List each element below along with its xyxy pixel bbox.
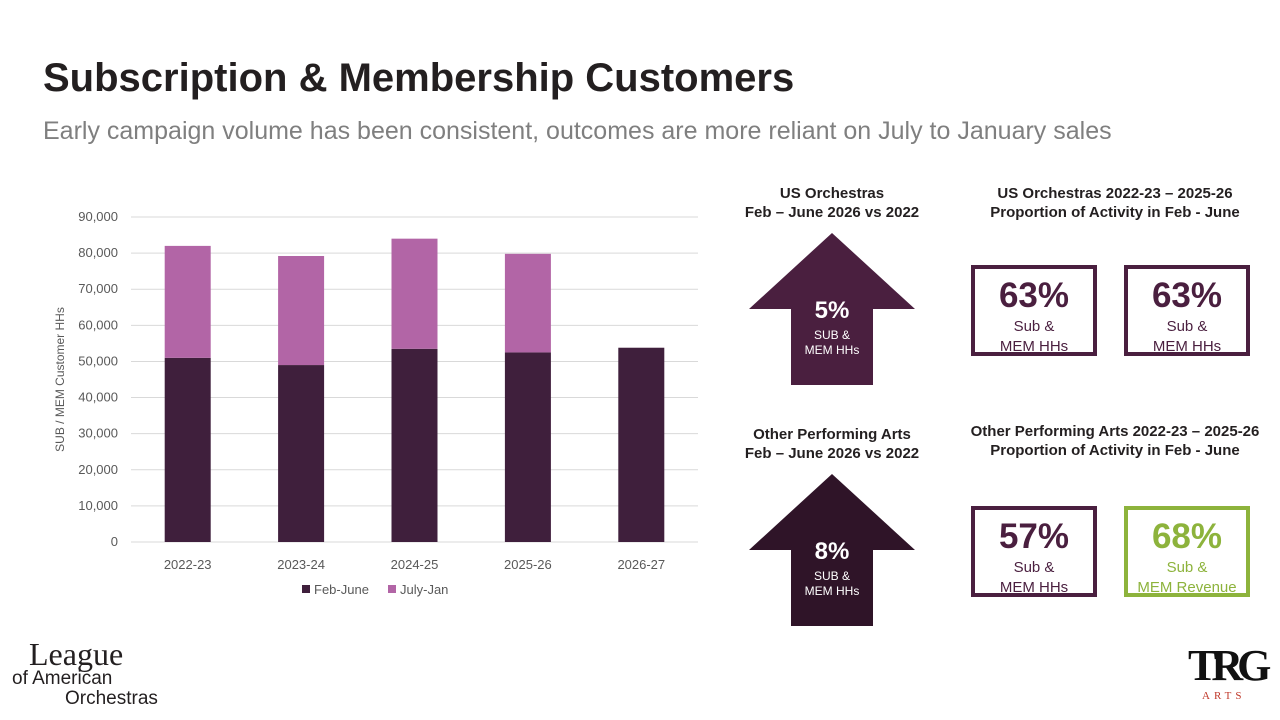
logo-line3: Orchestras	[65, 688, 158, 709]
y-tick-label: 30,000	[78, 426, 118, 441]
us-orchestras-heading-line2: Feb – June 2026 vs 2022	[744, 204, 920, 221]
us-orchestras-change-label: SUB & MEM HHs	[749, 328, 915, 358]
us-orchestras-box-1: 63% Sub & MEM HHs	[971, 265, 1097, 356]
page-title: Subscription & Membership Customers	[43, 56, 795, 100]
box-value: 68%	[1151, 517, 1223, 556]
legend-swatch	[302, 585, 310, 593]
box-label: Sub & MEM HHs	[1128, 317, 1246, 357]
up-arrow-icon	[749, 233, 915, 385]
us-orchestras-heading-line1: US Orchestras	[779, 185, 885, 202]
bar-feb-june	[618, 347, 665, 542]
logo-line1: League	[29, 636, 124, 672]
box-label-line1: Sub &	[1013, 318, 1055, 335]
box-label-line2: MEM HHs	[999, 579, 1069, 596]
trg-logo-mark: TRG	[1188, 641, 1271, 690]
x-tick-label: 2022-23	[164, 557, 212, 572]
trg-logo-sub: ARTS	[1202, 690, 1246, 702]
other-arts-label-line2: MEM HHs	[804, 584, 860, 598]
bar-july-jan	[164, 245, 211, 358]
y-tick-label: 20,000	[78, 462, 118, 477]
legend-label: Feb-June	[314, 582, 369, 597]
bar-feb-june	[391, 348, 438, 542]
other-arts-box-2: 68% Sub & MEM Revenue	[1124, 506, 1250, 597]
us-orchestras-proportion-line1: US Orchestras 2022-23 – 2025-26	[997, 185, 1233, 202]
box-label-line2: MEM Revenue	[1137, 579, 1237, 596]
y-tick-label: 0	[111, 534, 118, 549]
box-value: 57%	[998, 517, 1070, 556]
bar-july-jan	[504, 253, 551, 353]
y-tick-label: 70,000	[78, 281, 118, 296]
box-label: Sub & MEM HHs	[975, 317, 1093, 357]
us-orchestras-change-value: 5%	[814, 297, 850, 324]
box-value: 63%	[1151, 276, 1223, 315]
logo-line2: of American	[12, 668, 113, 689]
page-subtitle: Early campaign volume has been consisten…	[43, 117, 1112, 145]
bar-feb-june	[164, 357, 211, 542]
up-arrow-icon	[749, 474, 915, 626]
box-label-line2: MEM HHs	[999, 338, 1069, 355]
y-tick-label: 40,000	[78, 390, 118, 405]
bar-feb-june	[504, 352, 551, 542]
box-label-line1: Sub &	[1166, 318, 1208, 335]
us-orchestras-proportion-line2: Proportion of Activity in Feb - June	[990, 204, 1240, 221]
other-arts-heading-line2: Feb – June 2026 vs 2022	[744, 445, 920, 462]
x-tick-label: 2025-26	[504, 557, 552, 572]
other-arts-label-line1: SUB &	[813, 569, 850, 583]
legend-label: July-Jan	[400, 582, 448, 597]
box-value: 63%	[998, 276, 1070, 315]
other-arts-heading: Other Performing Arts Feb – June 2026 vs…	[722, 425, 942, 463]
box-label-line2: MEM HHs	[1152, 338, 1222, 355]
us-orchestras-box-2: 63% Sub & MEM HHs	[1124, 265, 1250, 356]
legend-swatch	[388, 585, 396, 593]
y-tick-label: 50,000	[78, 353, 118, 368]
us-orchestras-label-line1: SUB &	[813, 328, 850, 342]
x-tick-label: 2023-24	[277, 557, 325, 572]
y-axis-title: SUB / MEM Customer HHs	[53, 307, 67, 452]
other-arts-change-value: 8%	[814, 538, 850, 565]
us-orchestras-label-line2: MEM HHs	[804, 343, 860, 357]
bar-feb-june	[278, 365, 325, 542]
other-arts-box-1: 57% Sub & MEM HHs	[971, 506, 1097, 597]
other-arts-up-arrow: 8% SUB & MEM HHs	[749, 474, 915, 626]
other-arts-proportion-line2: Proportion of Activity in Feb - June	[990, 442, 1240, 459]
bar-july-jan	[391, 238, 438, 349]
trg-arts-logo: TRG ARTS	[1188, 640, 1271, 710]
box-label-line1: Sub &	[1166, 559, 1208, 576]
us-orchestras-heading: US Orchestras Feb – June 2026 vs 2022	[722, 184, 942, 222]
box-label: Sub & MEM Revenue	[1128, 558, 1246, 598]
box-label: Sub & MEM HHs	[975, 558, 1093, 598]
bar-july-jan	[278, 256, 325, 366]
y-tick-label: 90,000	[78, 209, 118, 224]
other-arts-proportion-heading: Other Performing Arts 2022-23 – 2025-26 …	[955, 422, 1275, 460]
stacked-bar-chart: 0 10,000 20,000 30,000 40,000 50,000 60,000 70,…	[53, 209, 698, 597]
y-tick-label: 10,000	[78, 498, 118, 513]
y-tick-label: 60,000	[78, 317, 118, 332]
us-orchestras-proportion-heading: US Orchestras 2022-23 – 2025-26 Proporti…	[965, 184, 1265, 222]
x-tick-label: 2024-25	[391, 557, 439, 572]
other-arts-change-label: SUB & MEM HHs	[749, 569, 915, 599]
other-arts-heading-line1: Other Performing Arts	[753, 426, 911, 443]
us-orchestras-up-arrow: 5% SUB & MEM HHs	[749, 233, 915, 385]
x-tick-label: 2026-27	[617, 557, 665, 572]
y-tick-label: 80,000	[78, 245, 118, 260]
box-label-line1: Sub &	[1013, 559, 1055, 576]
other-arts-proportion-line1: Other Performing Arts 2022-23 – 2025-26	[970, 423, 1260, 440]
